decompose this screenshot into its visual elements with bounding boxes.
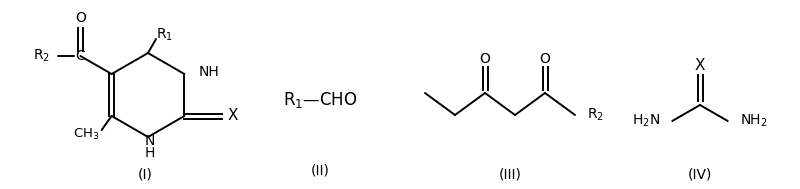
Text: N: N — [145, 134, 155, 148]
Text: O: O — [479, 52, 490, 66]
Text: X: X — [694, 57, 706, 73]
Text: C: C — [75, 49, 86, 63]
Text: H$_2$N: H$_2$N — [632, 113, 660, 129]
Text: R$_2$: R$_2$ — [34, 48, 50, 64]
Text: R$_2$: R$_2$ — [587, 107, 604, 123]
Text: R$_1$—CHO: R$_1$—CHO — [282, 90, 358, 110]
Text: O: O — [539, 52, 550, 66]
Text: (I): (I) — [138, 168, 153, 182]
Text: O: O — [75, 11, 86, 25]
Text: CH$_3$: CH$_3$ — [73, 126, 100, 142]
Text: R$_1$: R$_1$ — [156, 27, 173, 43]
Text: (III): (III) — [498, 168, 522, 182]
Text: (II): (II) — [310, 163, 330, 177]
Text: H: H — [145, 146, 155, 160]
Text: NH$_2$: NH$_2$ — [740, 113, 767, 129]
Text: (IV): (IV) — [688, 168, 712, 182]
Text: X: X — [227, 108, 238, 123]
Text: NH: NH — [198, 65, 219, 79]
